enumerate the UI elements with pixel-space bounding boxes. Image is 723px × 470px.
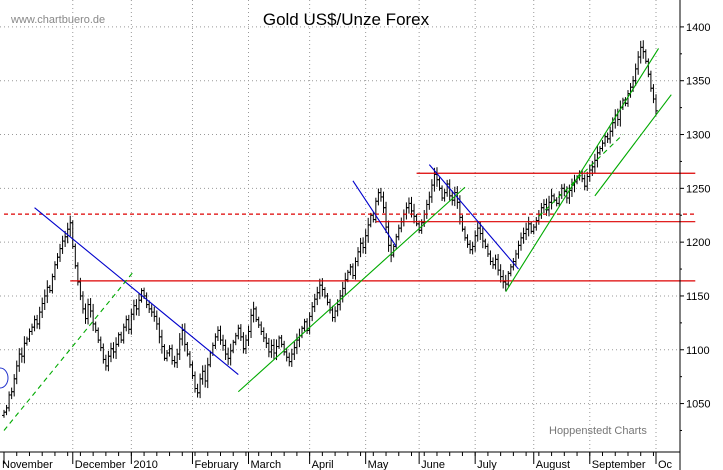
y-tick-label: 1200 [686,237,710,249]
x-tick-label: March [251,459,282,470]
x-tick-label: August [536,459,570,470]
trend-lines [0,48,672,431]
x-tick-label: September [592,459,646,470]
y-tick-label: 1400 [686,22,710,34]
y-tick-label: 1050 [686,399,710,411]
trend-line [352,180,397,247]
support-resistance-lines [4,172,696,282]
x-tick-label: July [477,459,497,470]
trend-line [538,134,624,217]
x-tick-label: Oc [658,459,673,470]
trend-line [3,270,135,431]
edge-arc-mark [0,367,9,389]
y-axis-ticks: 1050 1100 1150 1200 1250 1300 1350 1400 [680,22,710,431]
x-tick-label: December [75,459,126,470]
chart-title: Gold US$/Unze Forex [263,10,430,29]
chart-watermark: www.chartbuero.de [10,14,105,26]
y-tick-label: 1100 [686,345,710,357]
trend-line [34,207,239,375]
x-axis-ticks: November December 2010 February March April Ma… [2,452,673,470]
trend-line [428,164,519,270]
y-tick-label: 1150 [686,291,710,303]
y-tick-label: 1350 [686,76,710,88]
x-tick-label: June [421,459,445,470]
x-tick-label: May [368,459,389,470]
x-tick-label: April [312,459,334,470]
trend-line [237,186,466,393]
chart-credit: Hoppenstedt Charts [549,425,647,437]
x-tick-label: February [194,459,239,470]
x-tick-label: November [2,459,53,470]
y-tick-label: 1250 [686,183,710,195]
trend-line [505,48,660,292]
x-tick-label: 2010 [133,459,157,470]
trend-line [594,94,672,197]
y-tick-label: 1300 [686,130,710,142]
